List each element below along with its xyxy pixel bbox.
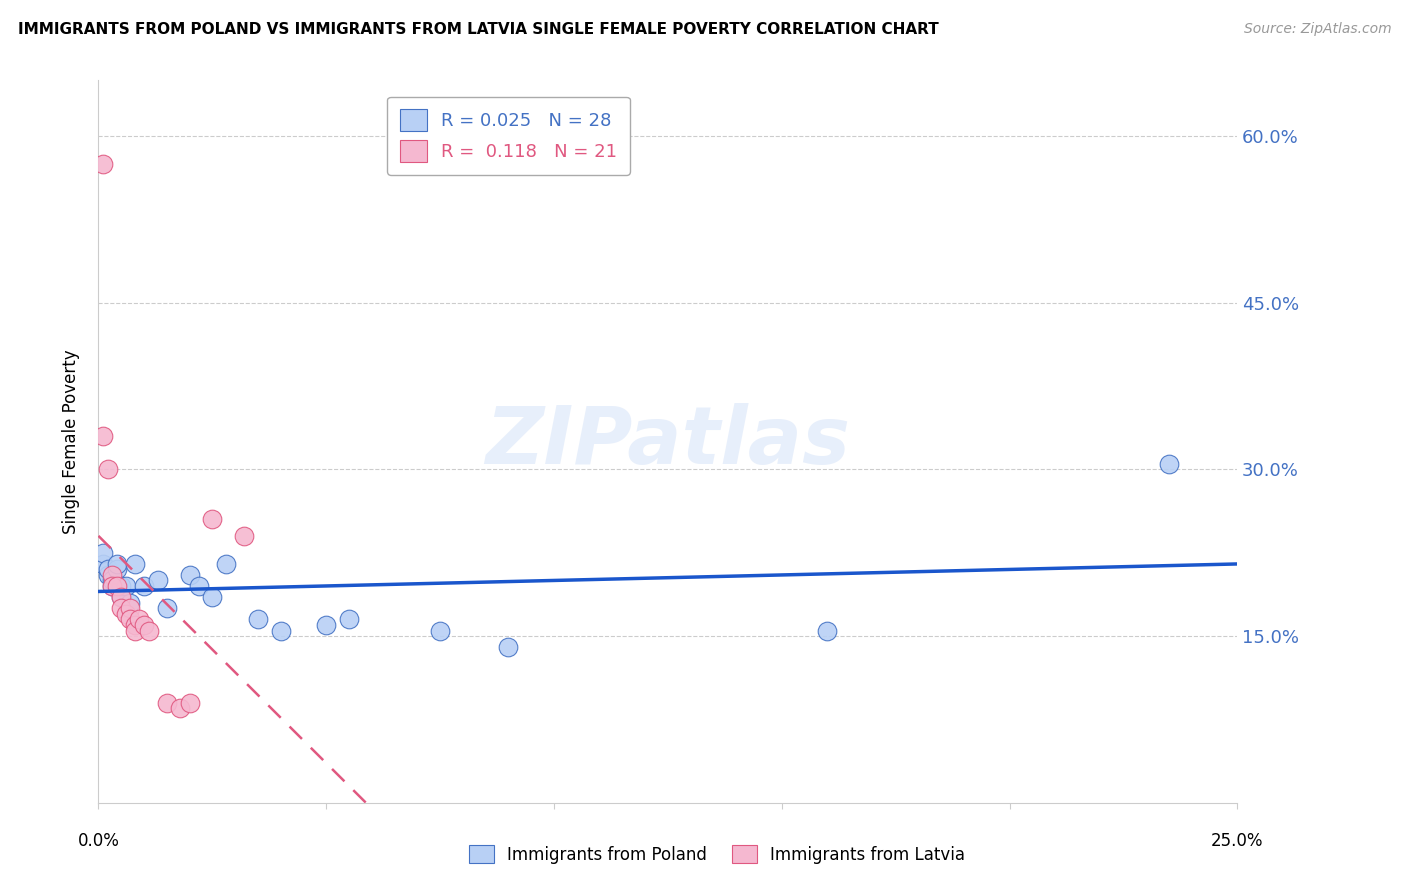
Point: [91, 546, 114, 560]
Text: Source: ZipAtlas.com: Source: ZipAtlas.com: [1244, 22, 1392, 37]
Point: [110, 590, 132, 604]
Point: [96, 568, 118, 582]
Point: [105, 557, 128, 571]
Point: [110, 590, 132, 604]
Legend: R = 0.025   N = 28, R =  0.118   N = 21: R = 0.025 N = 28, R = 0.118 N = 21: [387, 96, 630, 175]
Point: [132, 579, 155, 593]
Point: [815, 624, 838, 638]
Point: [146, 574, 169, 588]
Point: [114, 607, 136, 621]
Point: [101, 568, 124, 582]
Point: [169, 701, 191, 715]
Point: [1157, 457, 1180, 471]
Text: 0.0%: 0.0%: [77, 831, 120, 850]
Text: ZIPatlas: ZIPatlas: [485, 402, 851, 481]
Point: [105, 562, 128, 576]
Point: [179, 696, 201, 710]
Point: [105, 579, 128, 593]
Point: [233, 529, 256, 543]
Text: 25.0%: 25.0%: [1211, 831, 1264, 850]
Point: [187, 579, 209, 593]
Point: [270, 624, 292, 638]
Point: [101, 579, 124, 593]
Point: [91, 429, 114, 443]
Point: [124, 618, 146, 632]
Point: [315, 618, 337, 632]
Point: [179, 568, 201, 582]
Point: [201, 590, 224, 604]
Point: [120, 601, 142, 615]
Point: [215, 557, 238, 571]
Text: IMMIGRANTS FROM POLAND VS IMMIGRANTS FROM LATVIA SINGLE FEMALE POVERTY CORRELATI: IMMIGRANTS FROM POLAND VS IMMIGRANTS FRO…: [18, 22, 939, 37]
Point: [246, 612, 269, 626]
Point: [110, 579, 132, 593]
Point: [120, 612, 142, 626]
Point: [96, 462, 118, 476]
Point: [498, 640, 520, 655]
Point: [201, 512, 224, 526]
Point: [91, 156, 114, 170]
Point: [156, 696, 179, 710]
Point: [132, 618, 155, 632]
Point: [124, 557, 146, 571]
Point: [91, 557, 114, 571]
Point: [124, 624, 146, 638]
Point: [156, 601, 179, 615]
Point: [138, 624, 160, 638]
Point: [128, 612, 150, 626]
Legend: Immigrants from Poland, Immigrants from Latvia: Immigrants from Poland, Immigrants from …: [463, 838, 972, 871]
Point: [101, 574, 124, 588]
Y-axis label: Single Female Poverty: Single Female Poverty: [62, 350, 80, 533]
Point: [429, 624, 451, 638]
Point: [96, 562, 118, 576]
Point: [110, 601, 132, 615]
Point: [120, 596, 142, 610]
Point: [337, 612, 360, 626]
Point: [114, 579, 136, 593]
Point: [101, 579, 124, 593]
